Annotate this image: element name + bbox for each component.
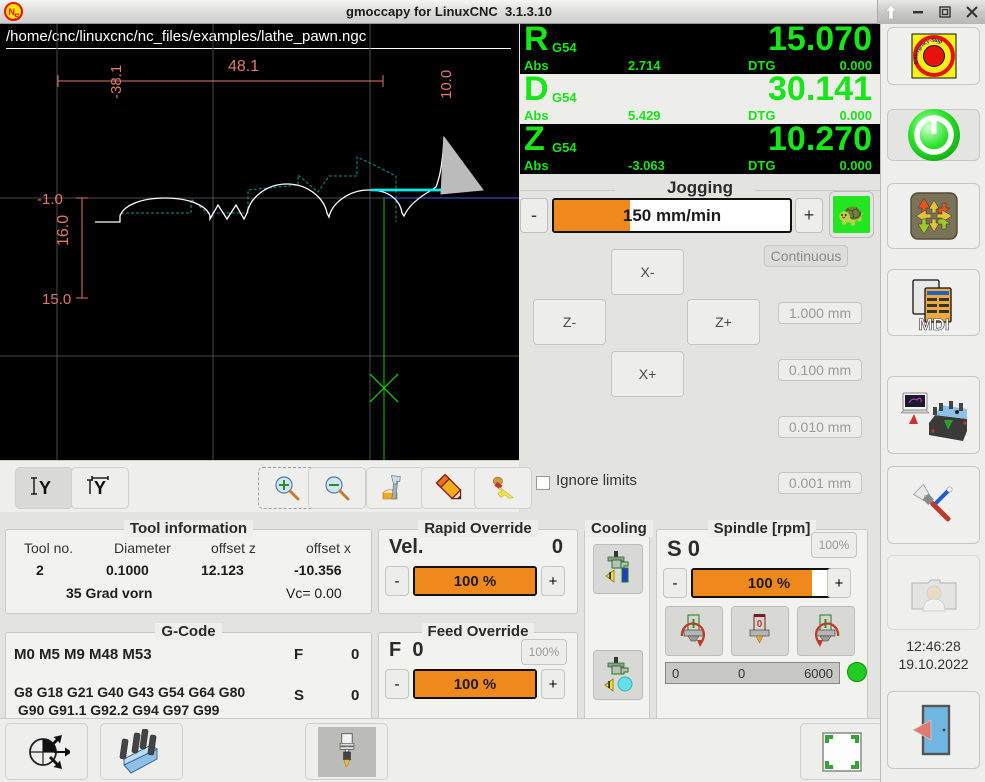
svg-text:Y: Y <box>94 478 106 498</box>
svg-text:S: S <box>14 12 20 22</box>
svg-text:Y: Y <box>39 478 51 498</box>
svg-text:10.0: 10.0 <box>438 70 455 99</box>
svg-text:16.0: 16.0 <box>55 215 72 246</box>
svg-text:-1.0: -1.0 <box>37 191 63 208</box>
svg-text:0: 0 <box>757 619 763 630</box>
svg-text:48.1: 48.1 <box>228 58 259 75</box>
svg-text:-38.1: -38.1 <box>108 65 125 99</box>
svg-text:15.0: 15.0 <box>42 291 71 308</box>
svg-text:MDI: MDI <box>918 315 949 332</box>
